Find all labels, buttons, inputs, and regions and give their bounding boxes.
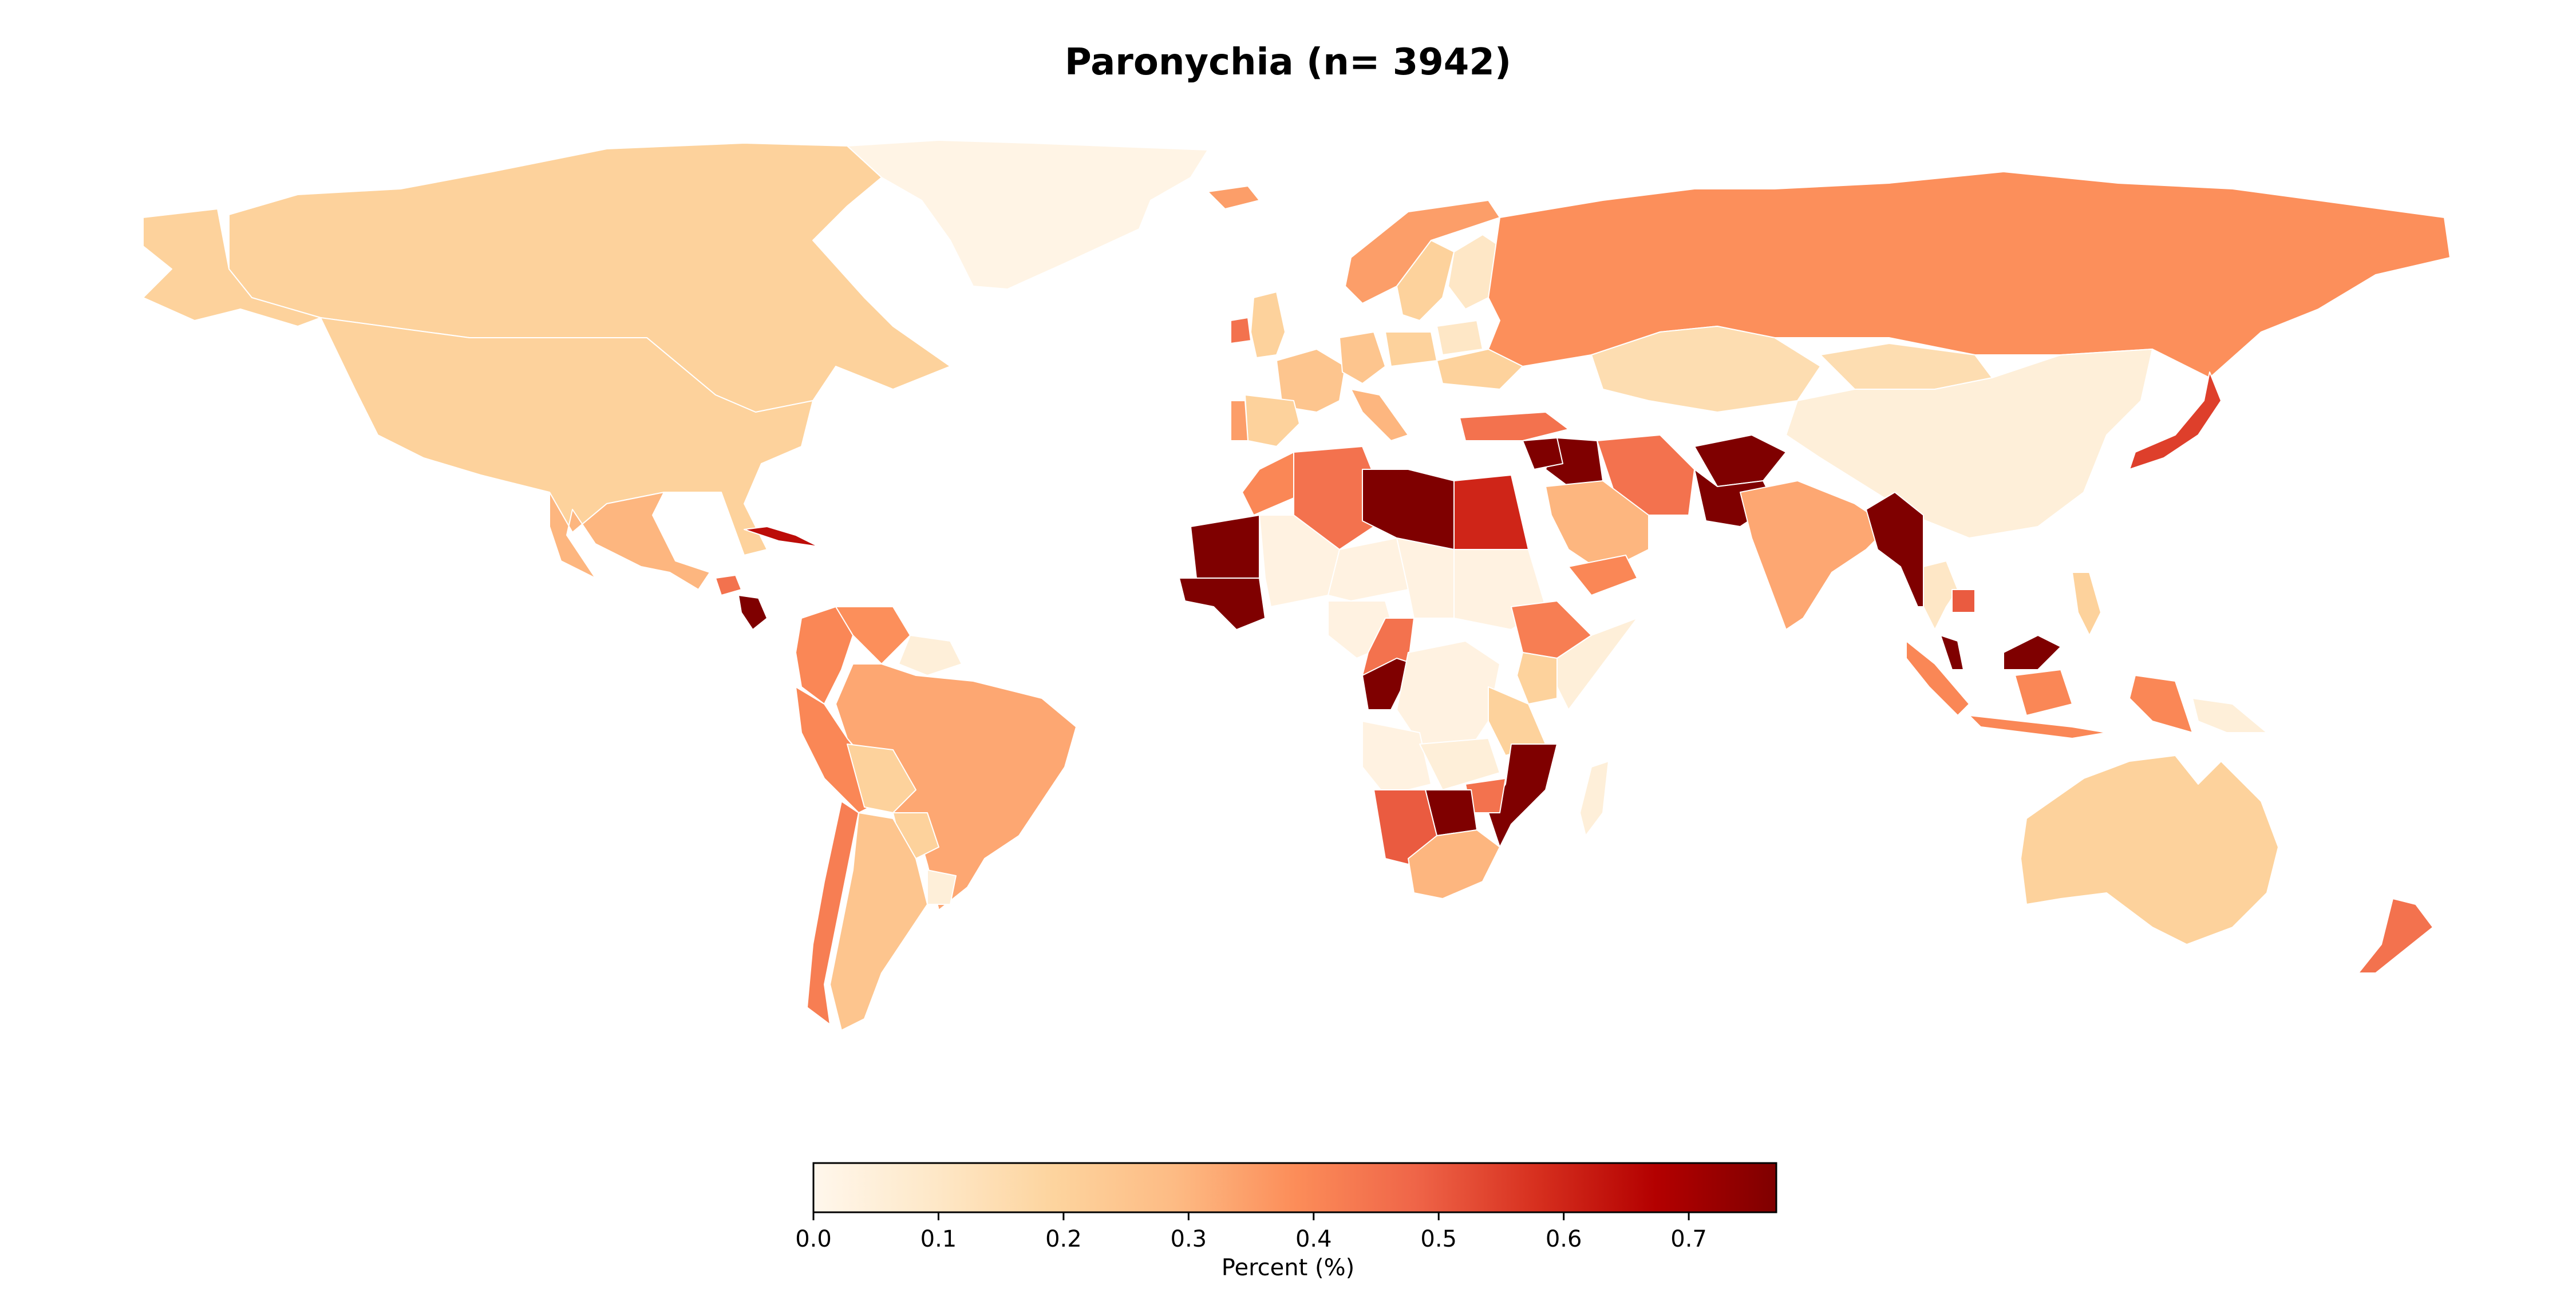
colorbar-tick-label: 0.6 [1546,1226,1582,1252]
region-yemen [1568,555,1638,596]
region-belarus [1436,320,1483,355]
region-indonesia [1906,640,2193,739]
colorbar-tick-label: 0.2 [1045,1226,1082,1252]
region-uruguay [927,869,957,905]
region-cambodia [1951,589,1976,613]
region-kenya [1516,652,1558,705]
region-niger [1327,537,1409,602]
region-chile [807,801,859,1025]
region-south-africa [1408,829,1500,899]
region-turkey [1459,412,1569,441]
region-portugal [1230,400,1249,441]
region-mexico [549,492,710,590]
region-alaska [143,208,321,327]
region-chad [1396,537,1455,619]
region-japan [2129,371,2222,470]
colorbar-tick-label: 0.4 [1295,1226,1332,1252]
colorbar-tick-label: 0.3 [1171,1226,1207,1252]
region-algeria [1293,446,1374,550]
region-bolivia [847,744,916,813]
region-nicaragua [738,595,768,630]
colorbar-tick-label: 0.7 [1670,1226,1707,1252]
region-iceland [1207,185,1260,209]
region-spain [1244,394,1300,447]
region-guyana [898,635,962,676]
region-papua-new-guinea [2192,698,2267,733]
colorbar-gradient [812,1162,1777,1213]
chart-title: Paronychia (n= 3942) [1064,41,1512,84]
region-dr-congo [1396,640,1500,756]
region-ukraine [1436,349,1523,390]
region-argentina [829,812,928,1031]
region-libya [1362,469,1455,550]
colorbar-tick-label: 0.5 [1420,1226,1457,1252]
colorbar-tick-label: 0.0 [795,1226,832,1252]
region-madagascar [1579,761,1609,836]
region-sweden [1396,240,1455,321]
region-united-kingdom [1250,291,1286,358]
region-egypt [1453,474,1529,550]
region-australia [2020,755,2279,945]
colorbar-tick-label: 0.1 [920,1226,957,1252]
region-syria [1522,437,1563,470]
colorbar-label: Percent (%) [1221,1255,1355,1281]
region-philippines [2072,572,2101,636]
region-new-zealand [2358,898,2433,974]
region-venezuela [835,606,911,665]
colorbar: 0.0 0.1 0.2 0.3 0.4 0.5 0.6 0.7 [795,1162,1777,1252]
region-greenland [847,140,1208,290]
map-regions [143,140,2451,1031]
region-zambia [1419,738,1500,790]
region-mauritania [1190,515,1260,579]
region-united-states [320,317,813,556]
region-china [1785,349,2153,539]
region-kazakhstan [1591,326,1821,413]
region-italy [1350,389,1409,441]
region-germany [1339,331,1386,384]
region-afghanistan [1694,434,1787,487]
region-ireland [1230,317,1251,344]
region-cuba [744,526,819,547]
colorbar-ticks: 0.0 0.1 0.2 0.3 0.4 0.5 0.6 0.7 [795,1212,1707,1252]
region-poland [1385,331,1437,367]
region-malaysia [1940,635,2061,670]
region-thailand [1923,560,1958,630]
region-india [1740,480,1890,630]
region-senegal [1179,578,1266,630]
region-guatemala [715,575,742,596]
